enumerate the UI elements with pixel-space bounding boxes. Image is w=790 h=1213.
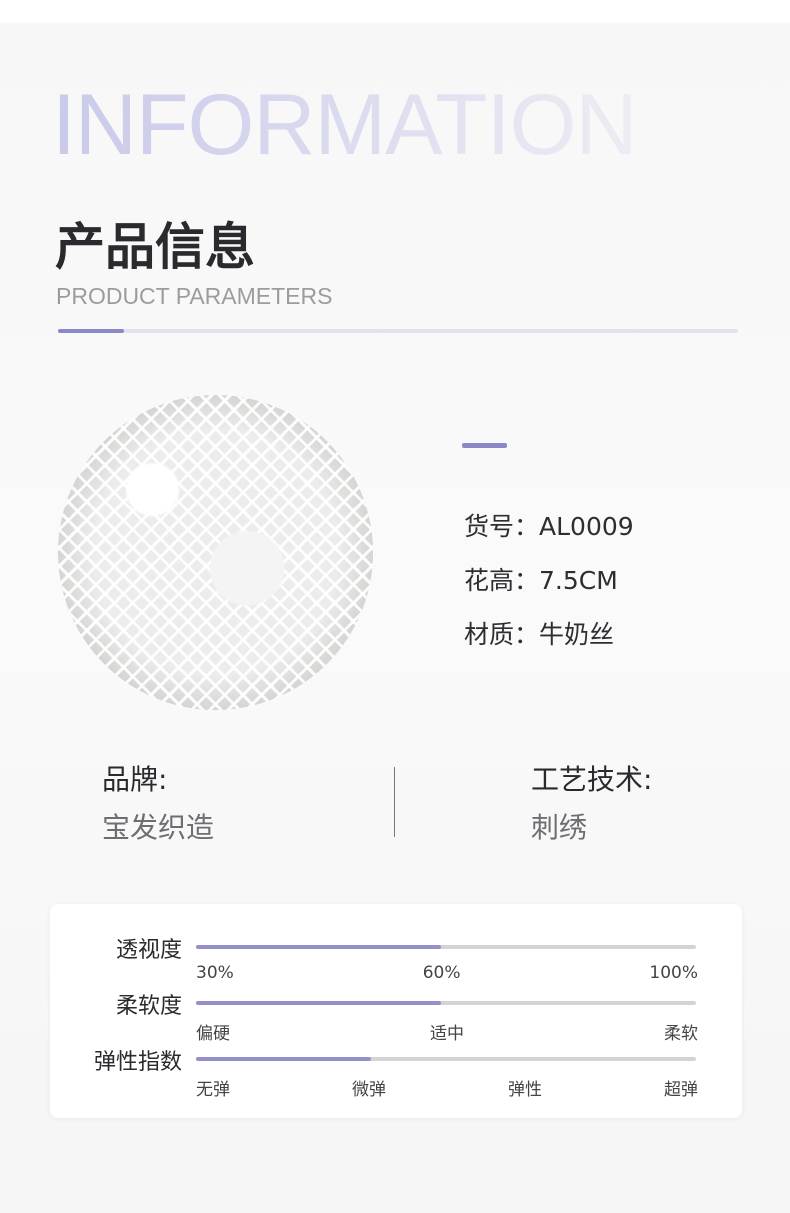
tick-label: 60% [422, 963, 461, 983]
tick-label: 超弹 [664, 1080, 698, 1100]
tick-label: 柔软 [664, 1024, 698, 1044]
spec-value: 7.5CM [539, 566, 618, 595]
spec-label: 材质： [464, 620, 540, 649]
accent-dash [462, 443, 507, 448]
rating-track [196, 945, 696, 949]
tick-label: 偏硬 [196, 1024, 230, 1044]
spec-item: 花高：7.5CM [464, 561, 618, 597]
spec-label: 货号： [464, 512, 540, 541]
divider-accent [58, 329, 124, 333]
divider [58, 329, 738, 333]
rating-label: 柔软度 [115, 994, 182, 1019]
spec-value: 牛奶丝 [539, 620, 615, 649]
column-divider [394, 767, 395, 837]
rating-label: 透视度 [115, 938, 182, 963]
spec-value: AL0009 [539, 512, 634, 541]
tick-label: 微弹 [352, 1080, 386, 1100]
spec-label: 花高： [464, 566, 540, 595]
tick-label: 弹性 [508, 1080, 542, 1100]
brand-value: 宝发织造 [102, 811, 215, 844]
rating-track [196, 1001, 696, 1005]
page-title: 产品信息 [55, 218, 255, 276]
brand-label: 品牌: [102, 763, 168, 796]
product-image [58, 395, 373, 710]
page-subtitle: PRODUCT PARAMETERS [56, 283, 333, 309]
rating-label: 弹性指数 [93, 1050, 182, 1075]
rating-ticks: 30% 60% 100% [196, 963, 698, 983]
tick-label: 30% [196, 963, 234, 983]
craft-label: 工艺技术: [531, 763, 653, 796]
rating-fill [196, 1001, 441, 1005]
rating-fill [196, 945, 441, 949]
craft-value: 刺绣 [531, 811, 588, 844]
rating-fill [196, 1057, 371, 1061]
rating-ticks: 无弹 微弹 弹性 超弹 [196, 1075, 698, 1100]
rating-ticks: 偏硬 适中 柔软 [196, 1019, 698, 1044]
tick-label: 无弹 [196, 1080, 230, 1100]
tick-label: 适中 [430, 1024, 464, 1044]
spec-item: 材质：牛奶丝 [464, 615, 614, 651]
tick-label: 100% [649, 963, 698, 983]
spec-item: 货号：AL0009 [464, 507, 634, 543]
rating-track [196, 1057, 696, 1061]
ratings-card [50, 904, 742, 1118]
watermark-heading: INFORMATION [52, 77, 638, 173]
